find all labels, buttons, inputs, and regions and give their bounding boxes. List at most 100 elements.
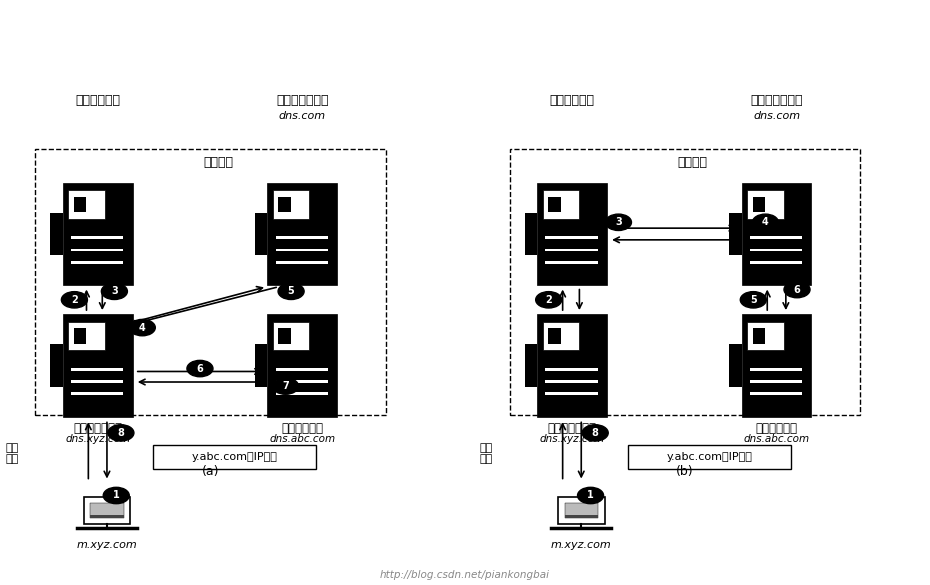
Text: 8: 8 [117, 428, 125, 438]
Bar [752, 197, 765, 212]
Text: dns.abc.com: dns.abc.com [269, 434, 336, 444]
Bar [545, 368, 598, 371]
Circle shape [103, 487, 129, 504]
Bar [63, 315, 133, 417]
Text: 3: 3 [615, 217, 622, 228]
Bar [510, 149, 860, 415]
Bar [750, 393, 803, 395]
Bar [50, 344, 63, 387]
Bar [741, 315, 811, 417]
Bar [35, 149, 386, 415]
Bar [50, 212, 63, 256]
Circle shape [61, 292, 87, 308]
Bar [565, 515, 598, 518]
Bar [748, 190, 783, 219]
Bar [729, 212, 741, 256]
Text: 递归
查询: 递归 查询 [480, 443, 493, 464]
Text: 顶级域名服务器: 顶级域名服务器 [276, 94, 328, 107]
Bar [275, 380, 328, 383]
Bar [752, 328, 765, 344]
Text: 4: 4 [762, 217, 769, 228]
Bar [275, 261, 328, 264]
Text: dns.com: dns.com [279, 111, 326, 121]
Bar [750, 368, 803, 371]
Bar [268, 183, 337, 285]
Bar [255, 344, 268, 387]
Text: 7: 7 [282, 381, 289, 391]
Bar [537, 183, 606, 285]
Bar [748, 322, 783, 350]
Bar [71, 393, 124, 395]
Bar [275, 368, 328, 371]
Circle shape [578, 487, 604, 504]
Text: 1: 1 [587, 490, 594, 501]
Bar [255, 212, 268, 256]
Bar [525, 344, 537, 387]
Circle shape [101, 283, 127, 300]
Circle shape [784, 281, 810, 298]
Bar [73, 328, 86, 344]
Bar [545, 380, 598, 383]
Bar [750, 380, 803, 383]
Circle shape [605, 214, 631, 230]
Bar [73, 197, 86, 212]
Bar [69, 190, 104, 219]
Bar [545, 393, 598, 395]
Text: 权限域名服务: 权限域名服务 [755, 422, 798, 435]
Bar [741, 183, 811, 285]
Text: dns.abc.com: dns.abc.com [743, 434, 810, 444]
Text: 6: 6 [196, 363, 204, 374]
Text: 6: 6 [793, 284, 801, 295]
Bar [275, 236, 328, 239]
Bar [729, 344, 741, 387]
Text: 根域名服务器: 根域名服务器 [75, 94, 120, 107]
Text: dns.xyz.com: dns.xyz.com [539, 434, 604, 444]
Bar [543, 322, 578, 350]
Bar [750, 261, 803, 264]
Bar [628, 445, 790, 469]
Bar [90, 515, 124, 518]
Circle shape [536, 292, 562, 308]
Bar [545, 261, 598, 264]
Text: y.abc.com的IP地址: y.abc.com的IP地址 [666, 452, 752, 462]
Bar [543, 190, 578, 219]
Bar [275, 249, 328, 252]
Text: 递归查询: 递归查询 [678, 156, 708, 169]
Text: 根域名服务器: 根域名服务器 [550, 94, 594, 107]
Bar [84, 497, 130, 524]
Circle shape [278, 283, 304, 300]
Text: 递归
查询: 递归 查询 [6, 443, 19, 464]
Text: 本地域名服务器: 本地域名服务器 [73, 422, 122, 435]
Bar [71, 261, 124, 264]
Bar [153, 445, 316, 469]
Text: 5: 5 [750, 295, 757, 305]
Bar [278, 197, 291, 212]
Text: y.abc.com的IP地址: y.abc.com的IP地址 [192, 452, 278, 462]
Text: dns.xyz.com: dns.xyz.com [65, 434, 130, 444]
Bar [545, 236, 598, 239]
Text: 2: 2 [545, 295, 552, 305]
Text: 5: 5 [287, 286, 295, 297]
Bar [71, 236, 124, 239]
Bar [565, 503, 598, 518]
Circle shape [129, 319, 155, 336]
Text: 8: 8 [591, 428, 599, 438]
Text: 本地域名服务器: 本地域名服务器 [548, 422, 596, 435]
Bar [548, 197, 561, 212]
Text: m.xyz.com: m.xyz.com [76, 540, 138, 550]
Bar [71, 380, 124, 383]
Circle shape [582, 425, 608, 441]
Bar [545, 249, 598, 252]
Text: 1: 1 [113, 490, 120, 501]
Text: http://blog.csdn.net/piankongbai: http://blog.csdn.net/piankongbai [380, 570, 550, 580]
Bar [750, 236, 803, 239]
Bar [548, 328, 561, 344]
Bar [69, 322, 104, 350]
Bar [90, 503, 124, 518]
Text: 顶级域名服务器: 顶级域名服务器 [751, 94, 803, 107]
Bar [71, 249, 124, 252]
Bar [268, 315, 337, 417]
Bar [278, 328, 291, 344]
Bar [71, 368, 124, 371]
Text: dns.com: dns.com [753, 111, 800, 121]
